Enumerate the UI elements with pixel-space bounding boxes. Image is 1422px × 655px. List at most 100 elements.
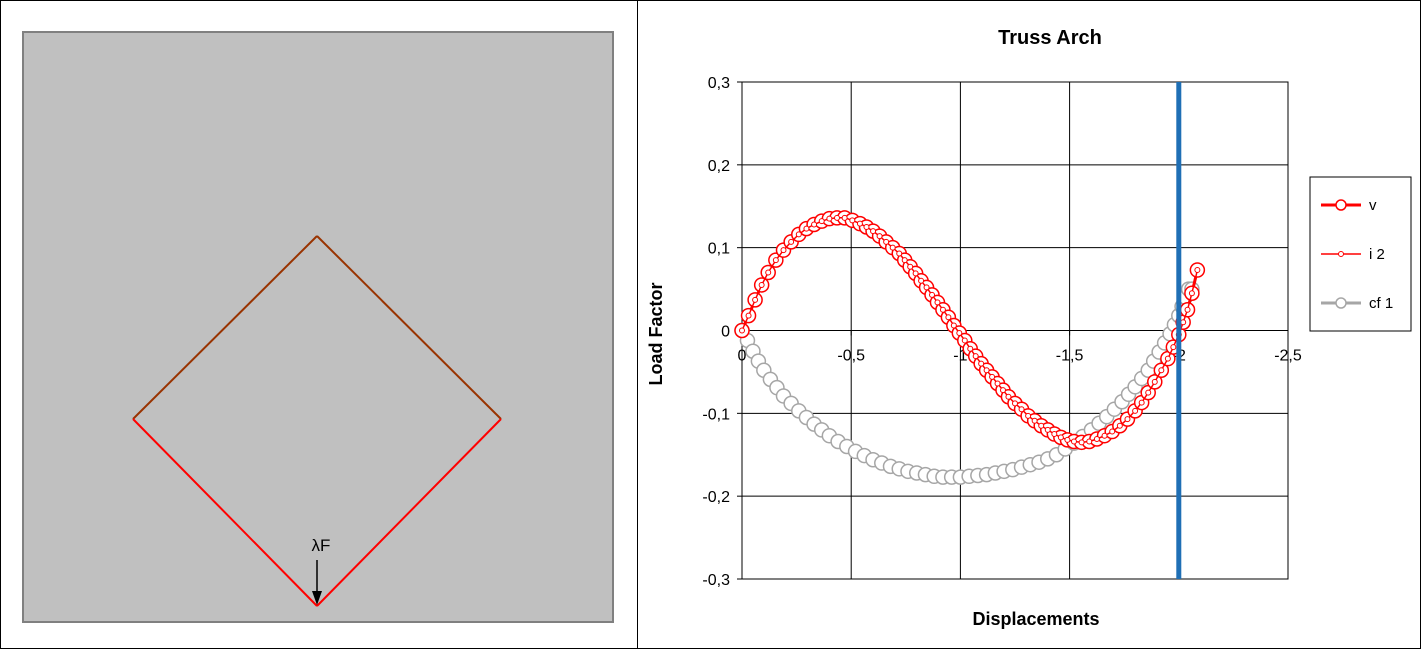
data-point [1070,438,1077,445]
data-point [1138,399,1145,406]
data-point [934,299,941,306]
data-point [1101,432,1108,439]
data-point [901,257,908,264]
series-i-2 [739,214,1201,446]
data-point [1145,389,1152,396]
data-point [956,329,963,336]
legend: v i 2 cf 1 [1309,176,1412,332]
data-point [1031,417,1038,424]
load-label: λF [312,536,331,555]
data-point [1132,407,1139,414]
data-point [1078,439,1085,446]
data-point [1109,428,1116,435]
truss-view-svg: λF [22,31,614,623]
data-point [1158,367,1165,374]
y-tick-label: 0 [721,324,730,341]
data-point [972,353,979,360]
y-tick-labels: 0,3 0,2 0,1 0 -0,1 -0,2 -0,3 [702,75,730,589]
x-axis-title: Displacements [972,609,1099,629]
data-point [923,284,930,291]
data-point [772,257,779,264]
data-point [1184,306,1191,313]
data-point [745,312,752,319]
data-point [978,360,985,367]
data-point [983,367,990,374]
data-point [950,322,957,329]
data-point [967,345,974,352]
legend-item: v [1321,197,1377,214]
chart-svg: Truss Arch 0-0,5-1-1,5-2-2,5 0,30,20,10-… [646,27,1412,629]
data-point [795,231,802,238]
data-point [1044,426,1051,433]
data-point [989,373,996,380]
legend-label: v [1369,197,1377,214]
truss-member-upper-left [132,235,318,420]
data-point [994,380,1001,387]
chart-title: Truss Arch [998,27,1102,49]
data-point [999,387,1006,394]
data-point [1180,319,1187,326]
legend-item: cf 1 [1321,295,1393,312]
chart-panel: Truss Arch 0-0,5-1-1,5-2-2,5 0,30,20,10-… [638,0,1421,649]
data-point [907,263,914,270]
data-point [1005,393,1012,400]
legend-swatch-marker [1335,297,1347,309]
data-point [945,314,952,321]
data-point [889,244,896,251]
truss-member-lower-left [132,418,318,607]
data-point [1093,436,1100,443]
y-tick-label: -0,2 [702,489,730,506]
data-point [1170,344,1177,351]
data-point [1038,422,1045,429]
x-tick-label: -0,5 [837,348,865,365]
legend-label: cf 1 [1369,295,1393,312]
data-point [788,238,795,245]
y-tick-label: 0,1 [708,241,730,258]
data-point [1124,416,1131,423]
data-point [811,221,818,228]
data-point [929,291,936,298]
data-point [870,228,877,235]
data-point [1057,434,1064,441]
legend-swatch-marker [1338,251,1344,257]
x-tick-label: -1,5 [1056,348,1084,365]
data-point [818,218,825,225]
y-tick-label: -0,1 [702,406,730,423]
data-point [912,270,919,277]
data-point [1151,378,1158,385]
data-point [896,250,903,257]
data-point [1012,400,1018,407]
data-point [739,327,745,334]
legend-item: i 2 [1321,246,1385,263]
data-point [918,277,925,284]
data-point [863,223,870,230]
x-tick-label: 0 [738,348,747,365]
truss-view-background [22,31,614,623]
y-axis-title: Load Factor [646,282,666,385]
data-point [939,306,946,313]
data-point [961,337,968,344]
x-tick-labels: 0-0,5-1-1,5-2-2,5 [738,348,1302,365]
data-point [856,220,863,227]
data-point [1188,290,1195,297]
y-tick-label: 0,3 [708,75,730,92]
data-point [1116,422,1123,429]
data-point [883,238,890,245]
data-point [1164,355,1171,362]
data-point [1194,267,1201,274]
truss-view-panel: λF [0,0,638,649]
y-tick-label: -0,3 [702,572,730,589]
legend-swatch-marker [1335,199,1347,211]
truss-member-upper-right [316,235,502,420]
truss-member-lower-right [316,418,502,607]
legend-label: i 2 [1369,246,1385,263]
data-point [758,281,765,288]
load-arrow [312,560,322,605]
data-point [765,269,772,276]
series-layer [734,82,1206,579]
data-point [803,225,810,232]
y-tick-label: 0,2 [708,158,730,175]
data-point [1025,412,1032,419]
data-point [1086,438,1093,445]
data-point [752,296,759,303]
